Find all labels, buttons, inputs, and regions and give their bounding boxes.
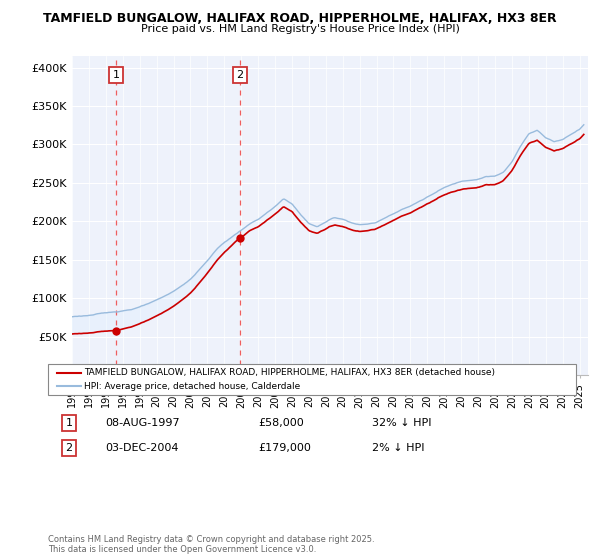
Text: 1: 1 bbox=[65, 418, 73, 428]
Text: £179,000: £179,000 bbox=[258, 443, 311, 453]
Text: Price paid vs. HM Land Registry's House Price Index (HPI): Price paid vs. HM Land Registry's House … bbox=[140, 24, 460, 34]
Text: £58,000: £58,000 bbox=[258, 418, 304, 428]
Text: Contains HM Land Registry data © Crown copyright and database right 2025.
This d: Contains HM Land Registry data © Crown c… bbox=[48, 535, 374, 554]
Text: 08-AUG-1997: 08-AUG-1997 bbox=[105, 418, 179, 428]
Text: TAMFIELD BUNGALOW, HALIFAX ROAD, HIPPERHOLME, HALIFAX, HX3 8ER (detached house): TAMFIELD BUNGALOW, HALIFAX ROAD, HIPPERH… bbox=[84, 368, 495, 377]
Text: HPI: Average price, detached house, Calderdale: HPI: Average price, detached house, Cald… bbox=[84, 382, 300, 391]
Text: 32% ↓ HPI: 32% ↓ HPI bbox=[372, 418, 431, 428]
Text: 1: 1 bbox=[112, 70, 119, 80]
Text: 2: 2 bbox=[236, 70, 244, 80]
Text: 2% ↓ HPI: 2% ↓ HPI bbox=[372, 443, 425, 453]
Text: 03-DEC-2004: 03-DEC-2004 bbox=[105, 443, 179, 453]
Text: 2: 2 bbox=[65, 443, 73, 453]
Text: TAMFIELD BUNGALOW, HALIFAX ROAD, HIPPERHOLME, HALIFAX, HX3 8ER: TAMFIELD BUNGALOW, HALIFAX ROAD, HIPPERH… bbox=[43, 12, 557, 25]
